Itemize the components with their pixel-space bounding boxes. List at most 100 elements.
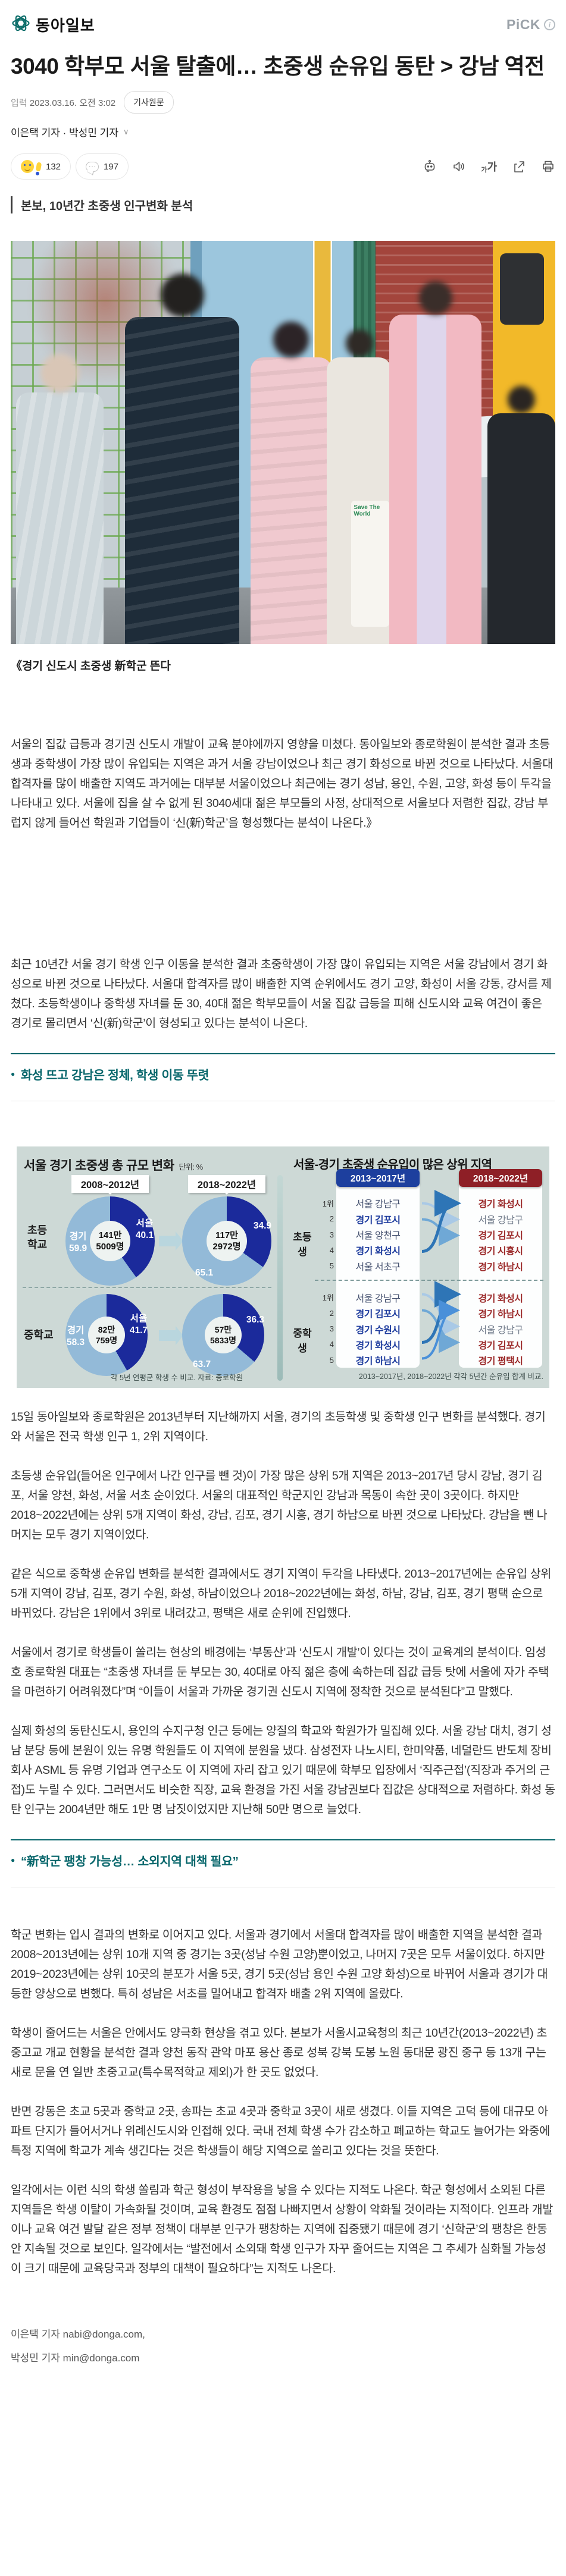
donut-total: 117만 2972명 bbox=[207, 1221, 247, 1262]
donut-elementary-2008: 경기 59.9 서울 40.1 141만 5009명 bbox=[65, 1196, 155, 1286]
pick-badge[interactable]: PiCK i bbox=[506, 17, 555, 33]
unit-label: 단위: % bbox=[179, 1163, 204, 1172]
gyeonggi-share-label: 경기 59.9 bbox=[69, 1232, 87, 1254]
reaction-pills: 132 ⋯ 197 bbox=[11, 153, 129, 180]
rank-item: 경기 김포시 bbox=[355, 1215, 401, 1226]
group-label-middle: 중학생 bbox=[293, 1328, 312, 1355]
photo-child-white-coat: Save The World bbox=[326, 329, 392, 645]
rank-item: 경기 하남시 bbox=[478, 1309, 523, 1320]
topic-subheadline: 본보, 10년간 초중생 인구변화 분석 bbox=[11, 196, 555, 214]
rank-item: 경기 김포시 bbox=[478, 1340, 523, 1351]
donga-logo-text: 동아일보 bbox=[36, 17, 95, 34]
rank-item: 서울 서초구 bbox=[355, 1262, 401, 1273]
article-photo[interactable]: Save The World bbox=[11, 241, 555, 645]
paragraph-1: 최근 10년간 서울 경기 학생 인구 이동을 분석한 결과 초중학생이 가장 … bbox=[11, 958, 552, 1031]
rank-item: 경기 화성시 bbox=[478, 1293, 523, 1304]
emoji-count: 132 bbox=[46, 161, 61, 172]
rank-item: 경기 김포시 bbox=[478, 1231, 523, 1242]
byline-line: 박성민 기자 min@donga.com bbox=[11, 2352, 140, 2364]
rank-item: 경기 화성시 bbox=[478, 1199, 523, 1210]
seoul-share-label: 서울 41.7 bbox=[129, 1314, 148, 1336]
row-label-elementary: 초등학교 bbox=[27, 1224, 48, 1251]
summary-bot-button[interactable] bbox=[423, 159, 437, 174]
rank-item: 경기 수원시 bbox=[355, 1325, 401, 1336]
donut-total: 57만 5833명 bbox=[205, 1317, 242, 1354]
gyeonggi-share-label: 63.7 bbox=[193, 1359, 211, 1369]
font-size-big-glyph: 가 bbox=[487, 161, 497, 174]
print-button[interactable] bbox=[541, 159, 555, 174]
action-bar: 132 ⋯ 197 bbox=[11, 153, 555, 180]
rank-item: 경기 화성시 bbox=[355, 1340, 401, 1351]
infographic: 서울 경기 초중생 총 규모 변화 단위: % 2008~2012년 2018~2… bbox=[17, 1146, 549, 1388]
photo-child-navy-puffer bbox=[125, 273, 240, 645]
rank-flow-arrows bbox=[421, 1190, 461, 1360]
article-page: 동아일보 PiCK i 3040 학부모 서울 탈출에… 초중생 순유입 동탄 … bbox=[0, 0, 566, 2392]
ranking-panel: 서울-경기 초중생 순유입이 많은 상위 지역 2013~2017년 2018~… bbox=[289, 1154, 543, 1381]
original-article-button[interactable]: 기사원문 bbox=[124, 91, 174, 114]
donga-logo-icon bbox=[11, 13, 31, 36]
bullet-icon: ● bbox=[11, 1856, 15, 1865]
donut-middle-2018: 36.3 63.7 57만 5833명 bbox=[182, 1294, 264, 1377]
gyeonggi-share-label: 65.1 bbox=[195, 1267, 214, 1278]
caption-headline: 《경기 신도시 초중생 新학군 뜬다 bbox=[11, 660, 171, 673]
seoul-share-label: 서울 40.1 bbox=[135, 1218, 154, 1240]
speaker-icon bbox=[454, 162, 465, 172]
seoul-share-label: 34.9 bbox=[253, 1221, 271, 1232]
exclamation-emoji-icon bbox=[35, 162, 42, 172]
comment-bubble-icon: ⋯ bbox=[86, 161, 99, 172]
emoji-reaction-button[interactable]: 132 bbox=[11, 153, 71, 180]
rank-item: 서울 강남구 bbox=[355, 1199, 401, 1210]
rank-item: 경기 김포시 bbox=[355, 1309, 401, 1320]
donut-chart-title: 서울 경기 초중생 총 규모 변화 단위: % bbox=[24, 1159, 204, 1173]
arrow-right-icon bbox=[159, 1326, 183, 1346]
group-label-elementary: 초등생 bbox=[293, 1232, 312, 1258]
info-icon[interactable]: i bbox=[544, 19, 555, 30]
donga-logo[interactable]: 동아일보 bbox=[11, 13, 95, 36]
paragraph-2: 15일 동아일보와 종로학원은 2013년부터 지난해까지 서울, 경기의 초등… bbox=[11, 1410, 546, 1444]
panel-divider-bar bbox=[277, 1175, 283, 1381]
rank-item: 서울 양천구 bbox=[355, 1231, 401, 1242]
author-row[interactable]: 이은택 기자 · 박성민 기자 ∨ bbox=[11, 124, 555, 139]
chevron-down-icon[interactable]: ∨ bbox=[123, 127, 129, 136]
byline: 이은택 기자 nabi@donga.com, 박성민 기자 min@donga.… bbox=[11, 2323, 555, 2370]
comment-count: 197 bbox=[104, 161, 119, 172]
gyeonggi-share-label: 경기 58.3 bbox=[67, 1325, 85, 1347]
photo-tote-bag: Save The World bbox=[351, 500, 390, 627]
published-label: 입력 bbox=[11, 98, 27, 108]
rank-item: 경기 하남시 bbox=[355, 1356, 401, 1367]
dashed-divider bbox=[23, 1287, 271, 1289]
section-heading-1: ● 화성 뜨고 강남은 정체, 학생 이동 뚜렷 bbox=[11, 1069, 209, 1083]
rank-item: 서울 강남구 bbox=[478, 1215, 523, 1226]
paragraph-9: 반면 강동은 초교 5곳과 중학교 2곳, 송파는 초교 4곳과 중학교 3곳이… bbox=[11, 2105, 550, 2158]
pick-label: PiCK bbox=[506, 17, 540, 32]
donut-chart-footnote: 각 5년 연평균 학생 수 비교. 자료: 종로학원 bbox=[111, 1374, 243, 1383]
share-button[interactable] bbox=[512, 159, 526, 174]
robot-icon bbox=[425, 160, 435, 172]
paragraph-7: 학군 변화는 입시 결과의 변화로 이어지고 있다. 서울과 경기에서 서울대 … bbox=[11, 1928, 548, 2001]
section-heading-2: ● “新학군 팽창 가능성… 소외지역 대책 필요” bbox=[11, 1855, 239, 1869]
paragraph-8: 학생이 줄어드는 서울은 안에서도 양극화 현상을 겪고 있다. 본보가 서울시… bbox=[11, 2027, 548, 2079]
donut-middle-2008: 경기 58.3 서울 41.7 82만 759명 bbox=[65, 1294, 148, 1377]
rank-list-2013-2017: 서울 강남구 경기 김포시 서울 양천구 경기 화성시 서울 서초구 서울 강남… bbox=[336, 1177, 420, 1368]
photo-person-dark-jacket bbox=[487, 386, 555, 645]
lead-paragraph: 서울의 집값 급등과 경기권 신도시 개발이 교육 분야에까지 영향을 미쳤다.… bbox=[11, 738, 553, 830]
ranking-footnote: 2013~2017년, 2018~2022년 각각 5년간 순유입 합계 비교. bbox=[358, 1372, 543, 1381]
comment-button[interactable]: ⋯ 197 bbox=[76, 153, 129, 180]
rank-item: 경기 시흥시 bbox=[478, 1246, 523, 1257]
seoul-share-label: 36.3 bbox=[246, 1315, 264, 1325]
period-tag-2018-2022: 2018~2022년 bbox=[188, 1175, 265, 1195]
smiley-emoji-icon bbox=[21, 160, 34, 174]
dashed-divider bbox=[315, 1280, 543, 1281]
bullet-icon: ● bbox=[11, 1070, 15, 1079]
paragraph-10: 일각에서는 이런 식의 학생 쏠림과 학군 형성이 부작용을 낳을 수 있다는 … bbox=[11, 2184, 553, 2276]
photo-student-pink-coat bbox=[389, 281, 482, 645]
print-icon bbox=[543, 161, 554, 172]
ranking-title: 서울-경기 초중생 순유입이 많은 상위 지역 bbox=[293, 1158, 492, 1172]
tts-button[interactable] bbox=[452, 159, 466, 174]
rank-item: 서울 강남구 bbox=[355, 1293, 401, 1304]
article-meta: 입력 2023.03.16. 오전 3:02 기사원문 bbox=[11, 91, 555, 114]
font-size-small-glyph: 가 bbox=[481, 167, 487, 174]
header: 동아일보 PiCK i bbox=[11, 13, 555, 36]
